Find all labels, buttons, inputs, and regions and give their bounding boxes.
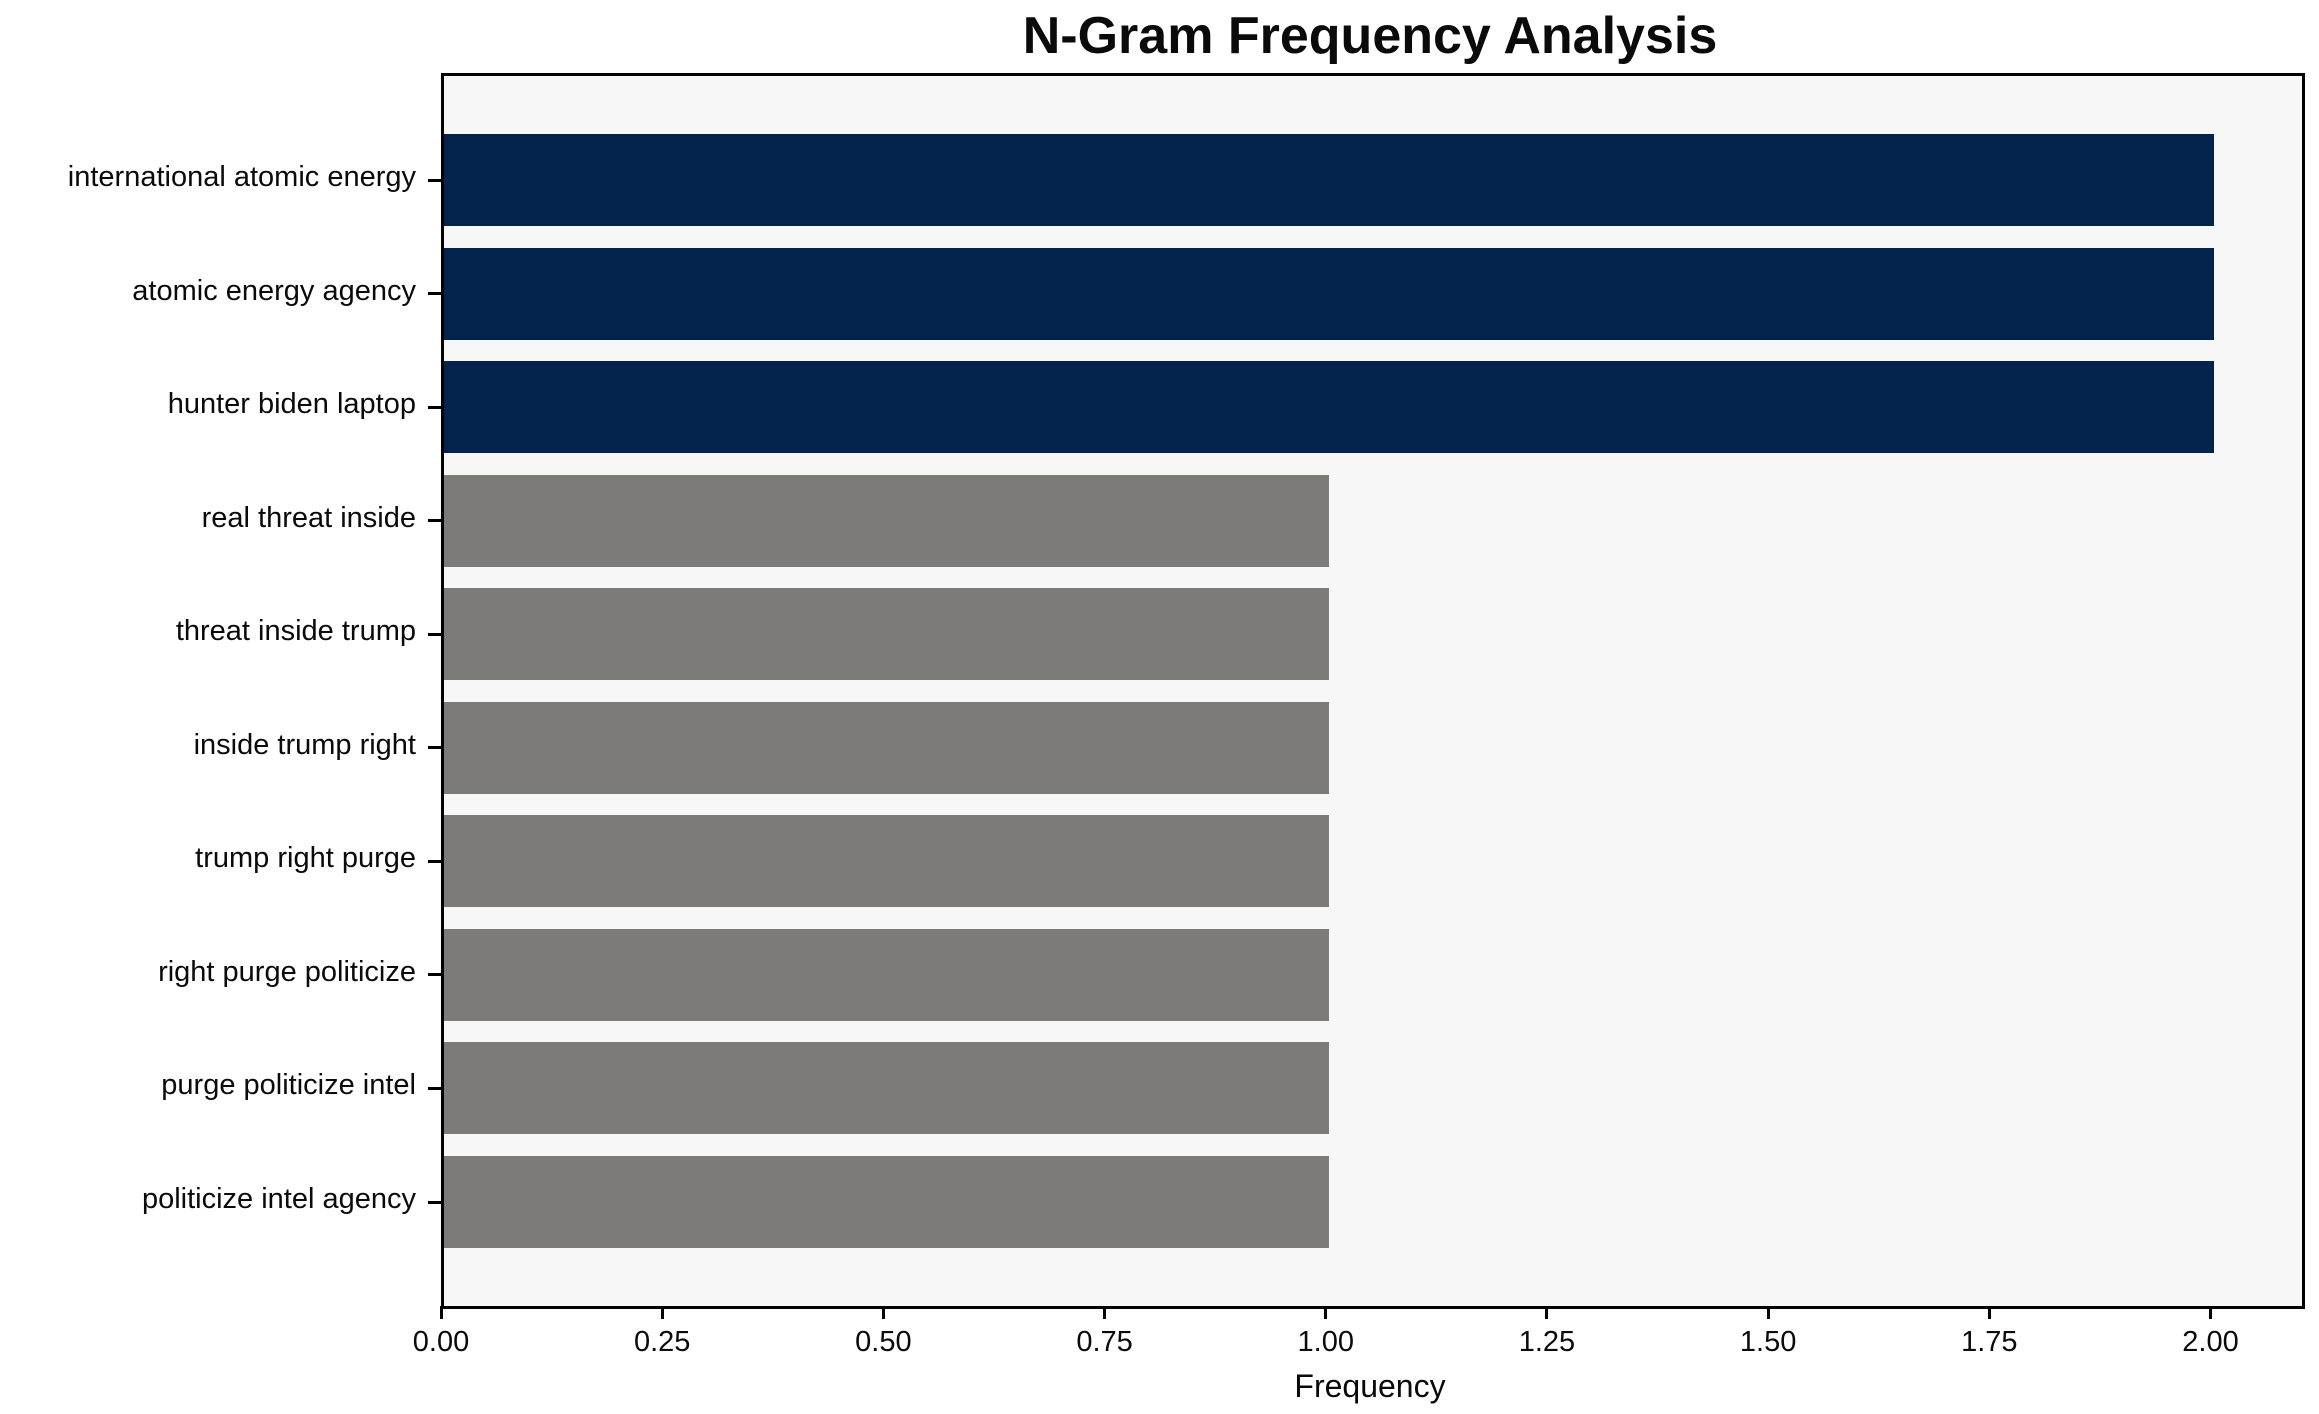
y-tick-label: purge politicize intel [161,1069,416,1102]
x-tick-label: 1.75 [1961,1326,2018,1358]
y-tick-label: international atomic energy [67,161,416,193]
y-tick-mark [428,1200,441,1204]
y-tick-label: right purge politicize [158,955,416,988]
y-tick-mark [428,1086,441,1090]
y-tick-label: inside trump right [193,728,416,761]
y-tick-label: real threat inside [201,501,416,534]
y-tick-mark [428,178,441,182]
x-tick-label: 1.50 [1739,1326,1797,1358]
y-tick-mark [428,746,441,750]
y-tick-label: threat inside trump [175,615,416,648]
bar-threat-inside-trump [444,588,1329,681]
x-tick-mark [1324,1306,1328,1319]
x-tick-label: 1.00 [1297,1326,1354,1358]
bar-international-atomic-energy [444,134,2214,226]
x-tick-mark [881,1306,885,1319]
x-tick-label: 0.50 [855,1326,912,1358]
bar-trump-right-purge [444,815,1329,908]
y-tick-label: trump right purge [195,842,416,875]
chart-title: N-Gram Frequency Analysis [1022,7,1718,65]
y-tick-label: hunter biden laptop [167,388,416,421]
x-tick-label: 2.00 [2182,1326,2239,1358]
x-tick-mark [1987,1306,1991,1319]
x-tick-mark [1103,1306,1107,1319]
bar-atomic-energy-agency [444,247,2214,340]
y-tick-mark [428,859,441,863]
x-axis-title: Frequency [1294,1368,1446,1404]
y-tick-mark [428,519,441,523]
x-tick-label: 1.25 [1518,1326,1576,1358]
x-tick-label: 0.75 [1076,1326,1133,1358]
bar-real-threat-inside [444,474,1329,567]
x-tick-mark [1766,1306,1770,1319]
y-tick-label: atomic energy agency [132,274,416,307]
y-tick-mark [428,973,441,977]
bar-hunter-biden-laptop [444,361,2214,454]
x-tick-mark [1545,1306,1549,1319]
x-tick-label: 0.00 [412,1326,470,1358]
bar-inside-trump-right [444,701,1329,794]
bar-purge-politicize-intel [444,1042,1329,1135]
y-tick-label: politicize intel agency [141,1183,416,1215]
x-tick-mark [2209,1306,2213,1319]
y-tick-mark [428,405,441,409]
plot-area [428,73,2305,1309]
x-tick-label: 0.25 [633,1326,691,1358]
x-tick-mark [660,1306,664,1319]
bar-right-purge-politicize [444,928,1329,1021]
bar-politicize-intel-agency [444,1156,1329,1248]
y-tick-mark [428,292,441,296]
y-tick-mark [428,632,441,636]
x-tick-mark [439,1306,443,1319]
